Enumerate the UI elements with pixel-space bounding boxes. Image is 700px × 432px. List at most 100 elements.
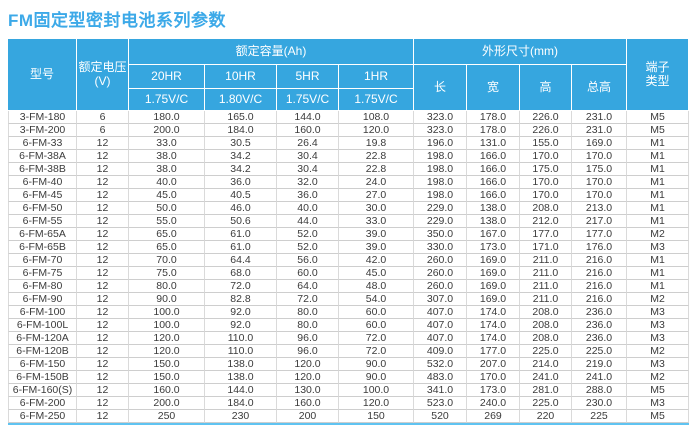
header-vc-20hr: 1.75V/C xyxy=(129,89,205,111)
cell-capacity-10hr: 46.0 xyxy=(205,202,277,215)
cell-dim-length: 532.0 xyxy=(414,358,467,371)
cell-rated-voltage: 12 xyxy=(77,228,129,241)
cell-capacity-10hr: 30.5 xyxy=(205,137,277,150)
table-row: 6-FM-120B 12 120.0 110.0 96.0 72.0 409.0 177.0 2… xyxy=(8,345,689,358)
cell-capacity-10hr: 165.0 xyxy=(205,111,277,124)
cell-dim-total-height: 170.0 xyxy=(572,189,627,202)
cell-terminal-type: M1 xyxy=(627,202,689,215)
cell-capacity-20hr: 150.0 xyxy=(129,358,205,371)
cell-terminal-type: M3 xyxy=(627,332,689,345)
cell-capacity-20hr: 38.0 xyxy=(129,163,205,176)
cell-rated-voltage: 12 xyxy=(77,163,129,176)
cell-terminal-type: M1 xyxy=(627,163,689,176)
cell-rated-voltage: 12 xyxy=(77,397,129,410)
cell-dim-width: 240.0 xyxy=(467,397,520,410)
header-20hr: 20HR xyxy=(129,65,205,89)
cell-capacity-1hr: 39.0 xyxy=(339,241,414,254)
cell-capacity-5hr: 32.0 xyxy=(277,176,339,189)
cell-terminal-type: M1 xyxy=(627,176,689,189)
cell-model: 6-FM-90 xyxy=(8,293,77,306)
cell-model: 6-FM-100 xyxy=(8,306,77,319)
table-row: 6-FM-200 12 200.0 184.0 160.0 120.0 523.0 240.0… xyxy=(8,397,689,410)
cell-capacity-1hr: 54.0 xyxy=(339,293,414,306)
cell-terminal-type: M3 xyxy=(627,358,689,371)
header-dim-length: 长 xyxy=(414,65,467,111)
header-rated-voltage: 额定电压 (V) xyxy=(77,39,129,111)
header-terminal-type-line2: 类型 xyxy=(645,73,670,88)
table-row: 6-FM-75 12 75.0 68.0 60.0 45.0 260.0 169.0 211.0… xyxy=(8,267,689,280)
cell-dim-width: 178.0 xyxy=(467,124,520,137)
cell-dim-total-height: 225 xyxy=(572,410,627,423)
cell-model: 6-FM-38B xyxy=(8,163,77,176)
header-5hr: 5HR xyxy=(277,65,339,89)
cell-capacity-5hr: 160.0 xyxy=(277,124,339,137)
cell-capacity-20hr: 200.0 xyxy=(129,124,205,137)
cell-capacity-1hr: 90.0 xyxy=(339,371,414,384)
cell-capacity-5hr: 52.0 xyxy=(277,241,339,254)
header-dim-height: 高 xyxy=(520,65,572,111)
cell-capacity-10hr: 110.0 xyxy=(205,345,277,358)
cell-dim-width: 169.0 xyxy=(467,254,520,267)
cell-model: 6-FM-120A xyxy=(8,332,77,345)
table-row: 6-FM-150B 12 150.0 138.0 120.0 90.0 483.0 170.0… xyxy=(8,371,689,384)
cell-capacity-20hr: 38.0 xyxy=(129,150,205,163)
cell-dim-width: 166.0 xyxy=(467,189,520,202)
cell-dim-height: 220 xyxy=(520,410,572,423)
cell-dim-width: 174.0 xyxy=(467,332,520,345)
cell-capacity-20hr: 120.0 xyxy=(129,332,205,345)
cell-dim-length: 341.0 xyxy=(414,384,467,397)
cell-capacity-5hr: 96.0 xyxy=(277,345,339,358)
cell-capacity-10hr: 50.6 xyxy=(205,215,277,228)
cell-rated-voltage: 12 xyxy=(77,137,129,150)
table-row: 3-FM-200 6 200.0 184.0 160.0 120.0 323.0 178.0 2… xyxy=(8,124,689,137)
cell-capacity-20hr: 120.0 xyxy=(129,345,205,358)
cell-capacity-10hr: 138.0 xyxy=(205,371,277,384)
cell-capacity-5hr: 40.0 xyxy=(277,202,339,215)
cell-capacity-5hr: 80.0 xyxy=(277,306,339,319)
cell-capacity-1hr: 24.0 xyxy=(339,176,414,189)
cell-capacity-20hr: 70.0 xyxy=(129,254,205,267)
cell-rated-voltage: 12 xyxy=(77,319,129,332)
table-row: 6-FM-70 12 70.0 64.4 56.0 42.0 260.0 169.0 211.0… xyxy=(8,254,689,267)
cell-dim-length: 407.0 xyxy=(414,319,467,332)
cell-rated-voltage: 12 xyxy=(77,241,129,254)
cell-capacity-5hr: 30.4 xyxy=(277,163,339,176)
cell-capacity-10hr: 184.0 xyxy=(205,397,277,410)
cell-model: 6-FM-150B xyxy=(8,371,77,384)
cell-dim-total-height: 225.0 xyxy=(572,345,627,358)
table-row: 6-FM-45 12 45.0 40.5 36.0 27.0 198.0 166.0 170.0… xyxy=(8,189,689,202)
cell-capacity-5hr: 36.0 xyxy=(277,189,339,202)
cell-dim-total-height: 170.0 xyxy=(572,176,627,189)
cell-model: 6-FM-38A xyxy=(8,150,77,163)
cell-dim-height: 225.0 xyxy=(520,397,572,410)
cell-dim-total-height: 216.0 xyxy=(572,267,627,280)
cell-dim-width: 167.0 xyxy=(467,228,520,241)
cell-capacity-1hr: 120.0 xyxy=(339,124,414,137)
cell-dim-length: 407.0 xyxy=(414,306,467,319)
cell-capacity-1hr: 27.0 xyxy=(339,189,414,202)
cell-dim-height: 170.0 xyxy=(520,150,572,163)
table-row: 6-FM-90 12 90.0 82.8 72.0 54.0 307.0 169.0 211.0… xyxy=(8,293,689,306)
cell-dim-length: 198.0 xyxy=(414,150,467,163)
cell-terminal-type: M1 xyxy=(627,150,689,163)
cell-rated-voltage: 12 xyxy=(77,384,129,397)
cell-dim-height: 225.0 xyxy=(520,345,572,358)
cell-capacity-5hr: 120.0 xyxy=(277,358,339,371)
cell-terminal-type: M2 xyxy=(627,228,689,241)
header-dim-total-height: 总高 xyxy=(572,65,627,111)
cell-dim-total-height: 241.0 xyxy=(572,371,627,384)
cell-terminal-type: M5 xyxy=(627,124,689,137)
cell-capacity-5hr: 44.0 xyxy=(277,215,339,228)
cell-model: 6-FM-33 xyxy=(8,137,77,150)
cell-model: 6-FM-80 xyxy=(8,280,77,293)
cell-rated-voltage: 12 xyxy=(77,293,129,306)
cell-model: 6-FM-160(S) xyxy=(8,384,77,397)
cell-dim-height: 226.0 xyxy=(520,124,572,137)
cell-capacity-10hr: 184.0 xyxy=(205,124,277,137)
header-vc-1hr: 1.75V/C xyxy=(339,89,414,111)
table-body: 3-FM-180 6 180.0 165.0 144.0 108.0 323.0 178.0 2… xyxy=(8,111,689,423)
cell-dim-height: 211.0 xyxy=(520,267,572,280)
cell-dim-height: 208.0 xyxy=(520,202,572,215)
table-row: 6-FM-50 12 50.0 46.0 40.0 30.0 229.0 138.0 208.0… xyxy=(8,202,689,215)
cell-capacity-10hr: 36.0 xyxy=(205,176,277,189)
